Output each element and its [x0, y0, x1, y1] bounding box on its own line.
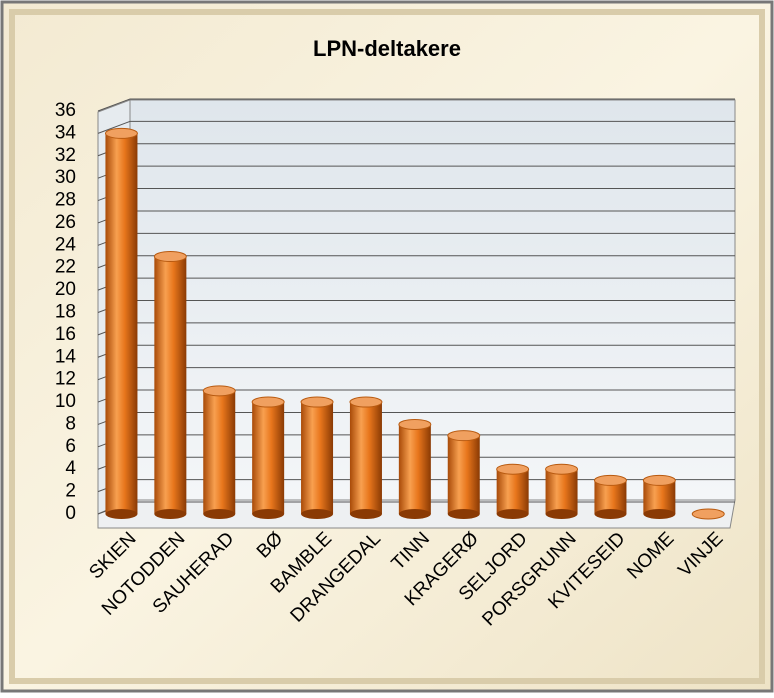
frame [9, 9, 765, 684]
grid-line [97, 120, 735, 134]
y-tick-label: 18 [55, 302, 76, 323]
bar-top [251, 396, 285, 408]
bar-top [593, 474, 627, 486]
bar [447, 435, 480, 514]
bar-top [104, 127, 138, 139]
bar-bottom [447, 509, 480, 519]
y-tick-label: 2 [65, 481, 76, 502]
bar-top [153, 251, 187, 263]
bar-top [642, 474, 676, 486]
bar [496, 469, 529, 514]
y-tick-label: 6 [65, 436, 76, 457]
bar-bottom [594, 509, 627, 519]
bar [203, 390, 236, 514]
bar-bottom [545, 509, 578, 519]
bar-top [300, 396, 334, 408]
bar [105, 133, 138, 514]
y-tick-label: 34 [55, 122, 77, 143]
chart-title: LPN-deltakere [313, 36, 461, 61]
bar-top [496, 463, 530, 475]
bar-bottom [301, 509, 334, 519]
bar-top [447, 430, 481, 442]
bar-bottom [154, 509, 187, 519]
bar-top [202, 385, 236, 397]
bar-bottom [203, 509, 236, 519]
y-tick-label: 10 [55, 391, 76, 412]
bar [252, 402, 285, 514]
y-tick-label: 4 [65, 458, 76, 479]
y-tick-label: 36 [55, 100, 76, 121]
y-tick-label: 8 [65, 413, 76, 434]
bar-bottom [105, 509, 138, 519]
grid-line [97, 98, 735, 112]
y-tick-label: 32 [55, 145, 76, 166]
y-tick-label: 28 [55, 190, 76, 211]
bar [349, 402, 382, 514]
y-tick-label: 0 [65, 503, 76, 524]
bar-top [398, 418, 432, 430]
y-tick-label: 12 [55, 369, 76, 390]
bar [643, 480, 676, 514]
bar [398, 424, 431, 514]
bar-bottom [398, 509, 431, 519]
y-tick-label: 16 [55, 324, 76, 345]
bar [545, 469, 578, 514]
y-tick-label: 24 [55, 234, 77, 255]
bar-bottom [643, 509, 676, 519]
bar-top [545, 463, 579, 475]
bar-bottom [252, 509, 285, 519]
bar [154, 256, 187, 514]
y-tick-label: 20 [55, 279, 76, 300]
bar-top [349, 396, 383, 408]
bar-top [691, 508, 725, 520]
y-tick-label: 14 [55, 346, 77, 367]
bar [301, 402, 334, 514]
y-tick-label: 26 [55, 212, 76, 233]
y-tick-label: 22 [55, 257, 76, 278]
bar-bottom [496, 509, 529, 519]
bar-bottom [349, 509, 382, 519]
y-tick-label: 30 [55, 167, 76, 188]
bar [594, 480, 627, 514]
